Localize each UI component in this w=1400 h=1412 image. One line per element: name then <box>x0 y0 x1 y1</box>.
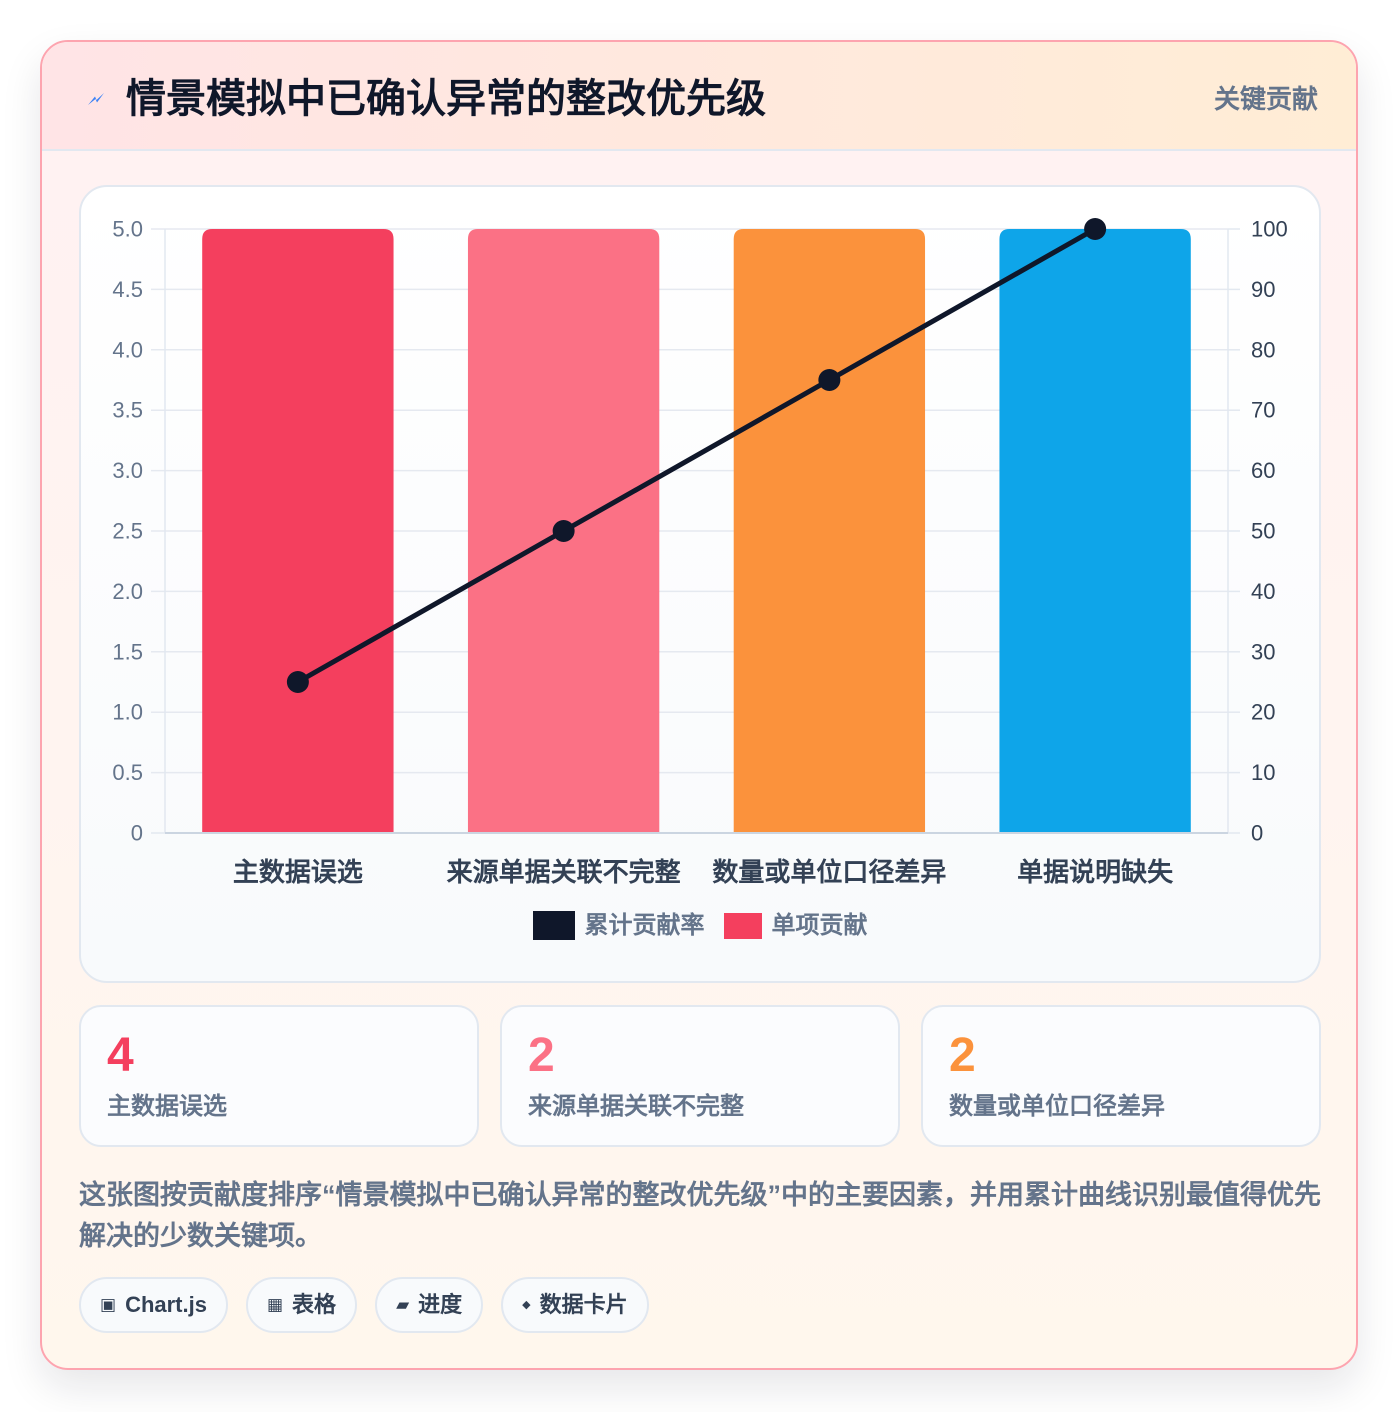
y-left-tick-label: 0.5 <box>112 760 143 785</box>
tag-list: ▣ Chart.js ▦ 表格 ▰ 进度 ◆ 数据卡片 <box>79 1277 649 1333</box>
cumulative-point-4 <box>1084 218 1107 240</box>
cumulative-point-1 <box>286 671 309 693</box>
y-right-tick-label: 80 <box>1251 337 1275 362</box>
stat-value: 2 <box>949 1029 976 1082</box>
tag-label: 表格 <box>292 1292 337 1317</box>
lightning-icon <box>87 91 105 107</box>
x-tick-label: 数量或单位口径差异 <box>712 857 946 887</box>
progress-bar-icon: ▰ <box>396 1295 410 1315</box>
stat-label: 数量或单位口径差异 <box>949 1093 1165 1120</box>
y-left-tick-label: 0 <box>131 821 143 846</box>
stat-cards: 4 主数据误选 2 来源单据关联不完整 2 数量或单位口径差异 <box>79 1005 1321 1147</box>
y-left-tick-label: 2.0 <box>112 579 143 604</box>
legend-label-cumulative: 累计贡献率 <box>584 912 705 939</box>
stat-card: 2 数量或单位口径差异 <box>921 1005 1321 1147</box>
legend-swatch-single <box>723 912 762 939</box>
cumulative-point-3 <box>818 369 841 391</box>
tag-label: Chart.js <box>125 1292 207 1317</box>
y-right-tick-label: 0 <box>1251 821 1263 846</box>
y-left-tick-label: 2.5 <box>112 519 143 544</box>
stat-value: 4 <box>107 1029 134 1082</box>
tag-chartjs: ▣ Chart.js <box>79 1277 228 1333</box>
y-right-tick-label: 90 <box>1251 277 1275 302</box>
tag-data-cards: ◆ 数据卡片 <box>501 1277 649 1333</box>
y-left-tick-label: 3.5 <box>112 398 143 423</box>
tag-progress: ▰ 进度 <box>375 1277 484 1333</box>
y-left-tick-label: 1.5 <box>112 639 143 664</box>
y-right-tick-label: 20 <box>1251 700 1275 725</box>
y-right-tick-label: 30 <box>1251 639 1275 664</box>
page-title: 情景模拟中已确认异常的整改优先级 <box>126 76 766 121</box>
tag-label: 数据卡片 <box>539 1292 628 1317</box>
stat-value: 2 <box>528 1029 555 1082</box>
stat-label: 来源单据关联不完整 <box>528 1093 744 1120</box>
y-left-tick-label: 1.0 <box>112 700 143 725</box>
stat-label: 主数据误选 <box>107 1093 227 1120</box>
tag-table: ▦ 表格 <box>245 1277 358 1333</box>
legend-item-cumulative[interactable]: 累计贡献率 <box>532 911 705 940</box>
chart-legend: 累计贡献率 单项贡献 <box>81 911 1319 940</box>
cumulative-line <box>295 226 1098 685</box>
legend-label-single: 单项贡献 <box>771 912 868 939</box>
bar-1 <box>202 229 394 833</box>
cumulative-point-2 <box>552 520 575 542</box>
legend-swatch-cumulative <box>532 911 575 940</box>
chart-description: 这张图按贡献度排序“情景模拟中已确认异常的整改优先级”中的主要因素，并用累计曲线… <box>79 1180 1321 1251</box>
diamond-icon: ◆ <box>522 1298 531 1311</box>
y-right-tick-label: 10 <box>1251 760 1275 785</box>
bar-4 <box>999 229 1191 833</box>
y-right-tick-label: 60 <box>1251 458 1275 483</box>
legend-item-single[interactable]: 单项贡献 <box>723 911 868 940</box>
y-right-tick-label: 70 <box>1251 398 1275 423</box>
y-left-tick-label: 4.0 <box>112 337 143 362</box>
stat-card: 2 来源单据关联不完整 <box>500 1005 900 1147</box>
y-right-tick-label: 50 <box>1251 519 1275 544</box>
bar-3 <box>733 229 926 833</box>
pareto-chart: 0 0.5 1.0 1.5 2.0 2.5 3.0 3.5 4.0 4.5 5.0 0 10 20 30 40… <box>112 217 1288 888</box>
header-badge: 关键贡献 <box>1213 83 1318 114</box>
card-header: 情景模拟中已确认异常的整改优先级 关键贡献 <box>42 42 1356 151</box>
y-right-tick-label: 100 <box>1251 217 1288 242</box>
x-tick-label: 主数据误选 <box>233 857 363 887</box>
tag-label: 进度 <box>418 1292 463 1317</box>
x-tick-label: 来源单据关联不完整 <box>447 857 681 887</box>
stat-card: 4 主数据误选 <box>79 1005 479 1147</box>
y-left-tick-label: 3.0 <box>112 458 143 483</box>
y-left-tick-label: 5.0 <box>112 217 143 242</box>
y-right-tick-label: 40 <box>1251 579 1275 604</box>
pareto-card: 情景模拟中已确认异常的整改优先级 关键贡献 0 0.5 1.0 1.5 2.0 2.5 3.… <box>40 40 1358 1370</box>
chart-icon: ▣ <box>100 1295 117 1315</box>
y-left-tick-label: 4.5 <box>112 277 143 302</box>
table-icon: ▦ <box>266 1295 284 1315</box>
chart-panel: 0 0.5 1.0 1.5 2.0 2.5 3.0 3.5 4.0 4.5 5.0 0 10 20 30 40… <box>79 185 1321 983</box>
x-tick-label: 单据说明缺失 <box>1017 857 1174 887</box>
